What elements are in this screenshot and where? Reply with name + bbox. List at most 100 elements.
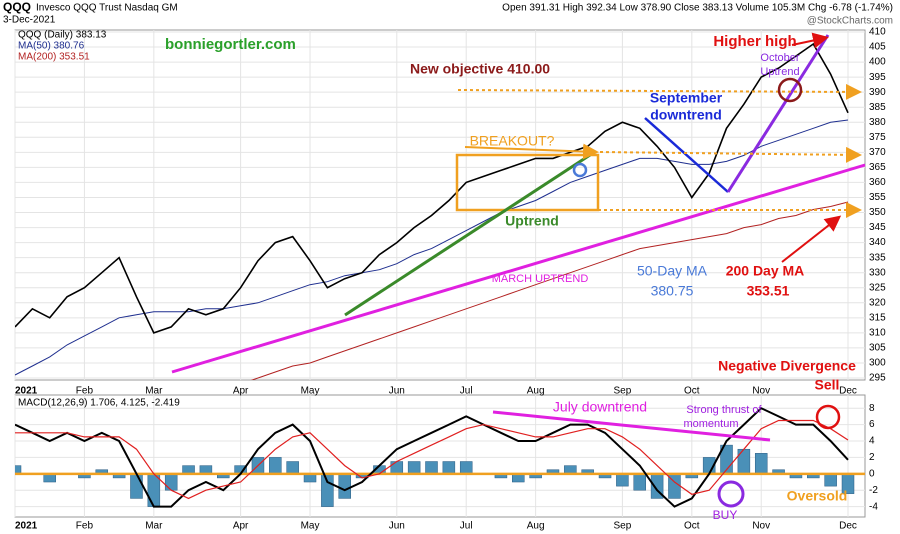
histogram-bar <box>321 473 334 507</box>
y-tick-label: 370 <box>869 147 886 158</box>
breakout-circle <box>572 162 588 178</box>
histogram-bar <box>616 473 629 487</box>
october-uptrend-line <box>726 34 830 193</box>
x-tick-label: Dec <box>839 386 857 397</box>
y-tick-label: 315 <box>869 312 886 323</box>
y-tick-label: -4 <box>869 501 878 512</box>
y-tick-label: 350 <box>869 207 886 218</box>
y-tick-label: 0 <box>869 468 875 479</box>
march-uptrend-line <box>171 163 866 374</box>
y-tick-label: 330 <box>869 267 886 278</box>
y-tick-label: 325 <box>869 282 886 293</box>
july-downtrend-line <box>492 410 771 442</box>
y-tick-label: 320 <box>869 297 886 308</box>
series-line <box>15 42 849 334</box>
x-tick-label: Sep <box>613 386 631 397</box>
x-tick-label: Nov <box>752 386 770 397</box>
x-tick-label: 2021 <box>15 386 38 397</box>
price-frame <box>14 29 866 381</box>
september-downtrend-line <box>644 117 729 193</box>
histogram-bar <box>15 465 22 475</box>
y-tick-label: 4 <box>869 436 875 447</box>
annotation: Oversold <box>787 488 848 504</box>
y-tick-label: 380 <box>869 117 886 128</box>
x-tick-label: Aug <box>527 386 545 397</box>
x-tick-label: Feb <box>76 521 94 532</box>
x-tick-label: Aug <box>527 521 545 532</box>
annotation: Higher high <box>713 33 796 50</box>
y-tick-label: 395 <box>869 72 886 83</box>
series-line <box>15 119 849 376</box>
x-tick-label: May <box>301 521 320 532</box>
histogram-bar <box>407 461 421 475</box>
histogram-bar <box>754 453 768 475</box>
legend-entry: QQQ (Daily) 383.13 <box>18 30 107 41</box>
date: 3-Dec-2021 <box>3 15 56 26</box>
y-tick-label: 360 <box>869 177 886 188</box>
y-tick-label: 355 <box>869 192 886 203</box>
histogram-bar <box>164 473 178 491</box>
annotation: BUY <box>713 508 738 522</box>
source: @StockCharts.com <box>807 16 893 27</box>
annotation: 50-Day MA <box>637 263 708 279</box>
annotation: Strong thrust of <box>686 404 762 416</box>
y-tick-label: 310 <box>869 328 886 339</box>
histogram-bar <box>269 457 282 475</box>
y-tick-label: 385 <box>869 102 886 113</box>
x-tick-label: Jul <box>460 521 473 532</box>
buy-circle <box>717 480 745 508</box>
higher-high-arrow <box>791 32 829 49</box>
legend-entry: MA(200) 353.51 <box>18 52 90 63</box>
resistance-line <box>599 146 862 163</box>
x-tick-label: Dec <box>839 521 857 532</box>
legend-entry: MA(50) 380.76 <box>18 41 85 52</box>
y-tick-label: 8 <box>869 403 875 414</box>
x-tick-label: Nov <box>752 521 770 532</box>
y-tick-label: 345 <box>869 222 886 233</box>
company: Invesco QQQ Trust Nasdaq GM <box>36 3 178 14</box>
x-tick-label: Jun <box>389 521 405 532</box>
series-line <box>15 419 849 500</box>
series-line <box>15 407 849 508</box>
drawings <box>171 32 866 508</box>
y-tick-label: 295 <box>869 373 886 384</box>
y-tick-label: 405 <box>869 42 886 53</box>
histogram-bar <box>633 473 646 491</box>
annotation: downtrend <box>650 107 722 123</box>
y-tick-label: 365 <box>869 162 886 173</box>
annotation: Uptrend <box>760 66 799 78</box>
x-tick-label: Feb <box>76 386 94 397</box>
y-tick-label: 6 <box>869 419 875 430</box>
annotation: Sell <box>815 377 840 393</box>
histogram-bar <box>130 473 143 499</box>
histogram-bar <box>737 448 751 475</box>
annotation: MARCH UPTREND <box>492 273 589 285</box>
histogram-bar <box>425 461 438 475</box>
histogram-bar <box>338 473 351 499</box>
x-tick-label: Oct <box>684 521 700 532</box>
histogram-bar <box>147 473 161 507</box>
series-line <box>250 201 849 380</box>
y-tick-label: 390 <box>869 87 886 98</box>
x-tick-label: Jul <box>460 386 473 397</box>
x-tick-label: Mar <box>145 521 163 532</box>
histogram-bar <box>286 461 299 475</box>
annotation: September <box>650 90 723 106</box>
annotation: 353.51 <box>747 283 790 299</box>
watermark: bonniegortler.com <box>165 36 296 53</box>
x-tick-label: Apr <box>233 386 249 397</box>
annotation: July downtrend <box>553 399 647 415</box>
annotation: momentum <box>683 418 738 430</box>
annotation: 380.75 <box>651 283 694 299</box>
breakout-arrow <box>464 143 599 160</box>
annotation: 200 Day MA <box>726 263 805 279</box>
annotation: Uptrend <box>505 213 559 229</box>
x-tick-label: Mar <box>145 386 163 397</box>
histogram-bar <box>824 473 837 487</box>
ma200-arrow <box>781 215 842 263</box>
y-tick-label: -2 <box>869 485 878 496</box>
objective-circle <box>777 77 803 103</box>
breakout-box <box>455 153 600 212</box>
y-tick-label: 335 <box>869 252 886 263</box>
uptrend-line <box>344 153 591 317</box>
